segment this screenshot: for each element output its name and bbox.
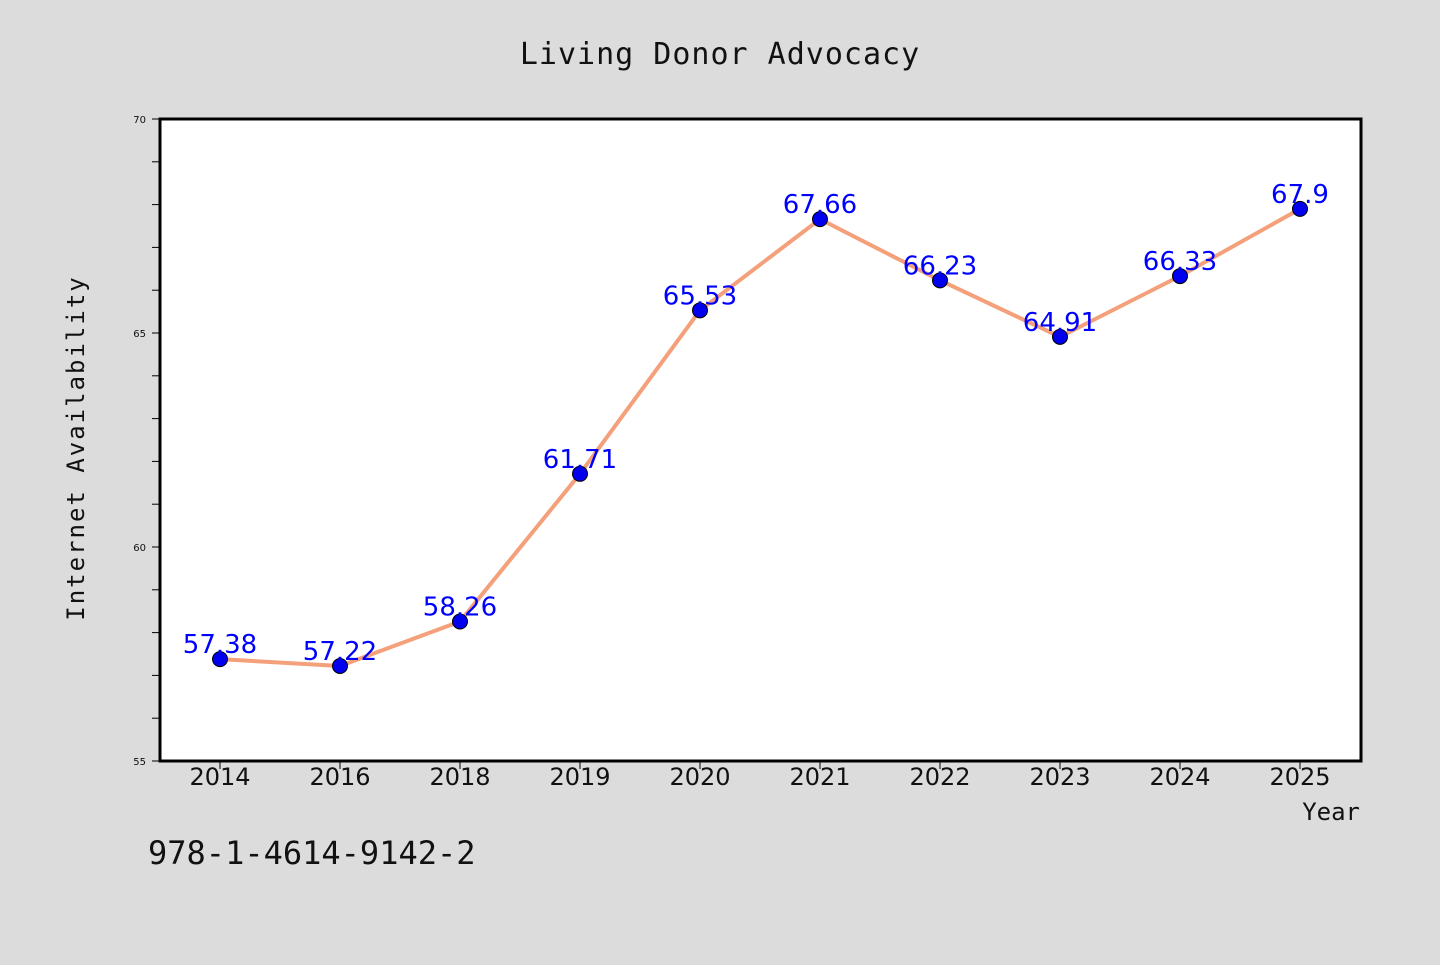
data-point — [932, 272, 948, 289]
data-label: 66.23 — [903, 251, 977, 281]
x-tick-label: 2020 — [669, 763, 730, 791]
chart-title: Living Donor Advocacy — [520, 37, 920, 72]
series-line — [219, 207, 1301, 668]
x-axis: 2014 2016 2018 2019 2020 2021 2022 2023 2024 2025 — [189, 761, 1331, 791]
data-point — [692, 302, 708, 319]
data-label: 61.71 — [543, 445, 617, 475]
x-tick-label: 2022 — [909, 763, 970, 791]
y-axis-label: Internet Availability — [62, 275, 90, 620]
data-point — [1052, 328, 1068, 345]
x-tick-label: 2016 — [309, 763, 370, 791]
x-axis-label: Year — [1302, 798, 1360, 826]
isbn-annotation: 978-1-4614-9142-2 — [148, 834, 476, 872]
data-label: 57.22 — [303, 637, 377, 667]
data-point — [332, 657, 348, 674]
x-tick-label: 2014 — [189, 763, 250, 791]
y-tick-label: 65 — [133, 329, 146, 340]
x-tick-label: 2024 — [1149, 763, 1210, 791]
data-label: 67.9 — [1271, 180, 1329, 210]
data-label: 64.91 — [1023, 308, 1097, 338]
x-tick-label: 2025 — [1269, 763, 1330, 791]
y-tick-label: 70 — [133, 115, 146, 126]
data-point — [572, 465, 588, 482]
plot-area — [158, 117, 1363, 763]
series-group: 57.38 57.22 58.26 61.71 65.53 67.66 66.23 64.91… — [183, 180, 1329, 674]
data-label: 67.66 — [783, 190, 857, 220]
data-point — [812, 211, 828, 228]
data-label: 57.38 — [183, 630, 257, 660]
data-label: 66.33 — [1143, 247, 1217, 277]
x-tick-label: 2023 — [1029, 763, 1090, 791]
data-point — [452, 613, 468, 630]
y-axis: 55 60 65 70 — [133, 115, 160, 768]
data-point — [212, 651, 228, 668]
y-tick-label: 60 — [133, 543, 146, 554]
data-label: 65.53 — [663, 281, 737, 311]
data-point — [1172, 268, 1188, 285]
data-label: 58.26 — [423, 592, 497, 622]
x-tick-label: 2018 — [429, 763, 490, 791]
y-tick-label: 55 — [133, 757, 146, 768]
data-point — [1292, 200, 1308, 217]
x-tick-label: 2019 — [549, 763, 610, 791]
x-tick-label: 2021 — [789, 763, 850, 791]
